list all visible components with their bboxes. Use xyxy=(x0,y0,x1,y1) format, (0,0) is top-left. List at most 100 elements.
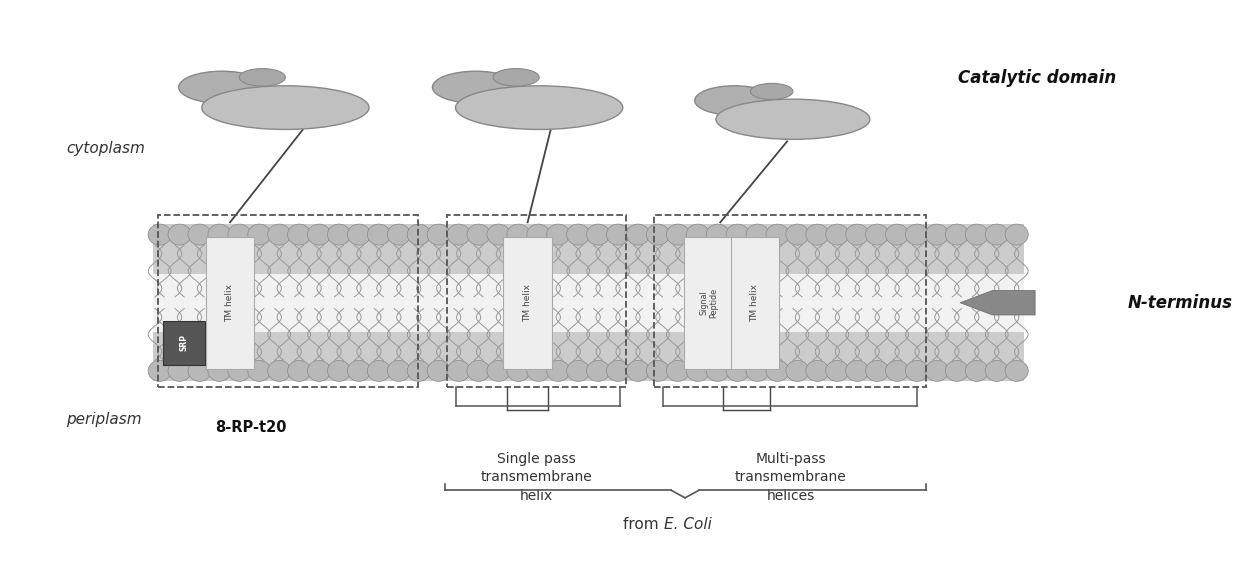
Ellipse shape xyxy=(547,224,570,245)
Ellipse shape xyxy=(945,360,968,382)
Ellipse shape xyxy=(1006,224,1028,245)
FancyBboxPatch shape xyxy=(164,321,205,365)
Ellipse shape xyxy=(945,224,968,245)
Ellipse shape xyxy=(567,224,590,245)
Ellipse shape xyxy=(626,224,650,245)
Ellipse shape xyxy=(846,360,869,382)
Ellipse shape xyxy=(467,360,490,382)
Ellipse shape xyxy=(188,224,211,245)
Ellipse shape xyxy=(547,360,570,382)
Ellipse shape xyxy=(448,224,470,245)
Ellipse shape xyxy=(986,360,1008,382)
Text: TM helix: TM helix xyxy=(750,284,759,322)
Ellipse shape xyxy=(487,360,510,382)
Ellipse shape xyxy=(646,360,670,382)
Ellipse shape xyxy=(387,224,410,245)
Ellipse shape xyxy=(347,224,371,245)
Ellipse shape xyxy=(148,360,171,382)
Ellipse shape xyxy=(666,360,689,382)
Ellipse shape xyxy=(694,86,774,115)
Ellipse shape xyxy=(715,99,869,139)
Ellipse shape xyxy=(606,360,630,382)
Bar xyxy=(655,215,925,387)
Text: TM helix: TM helix xyxy=(523,284,532,322)
Ellipse shape xyxy=(587,224,610,245)
Ellipse shape xyxy=(806,360,828,382)
Ellipse shape xyxy=(433,71,520,103)
FancyBboxPatch shape xyxy=(730,237,779,369)
Text: SRP: SRP xyxy=(180,334,188,351)
FancyBboxPatch shape xyxy=(684,237,733,369)
Ellipse shape xyxy=(905,224,929,245)
Ellipse shape xyxy=(766,224,789,245)
Ellipse shape xyxy=(826,360,849,382)
Ellipse shape xyxy=(686,224,709,245)
Ellipse shape xyxy=(268,224,290,245)
Ellipse shape xyxy=(666,224,689,245)
Ellipse shape xyxy=(228,360,250,382)
Ellipse shape xyxy=(786,224,808,245)
Ellipse shape xyxy=(487,224,510,245)
Ellipse shape xyxy=(507,224,529,245)
FancyArrow shape xyxy=(960,290,1035,315)
Ellipse shape xyxy=(587,360,610,382)
Ellipse shape xyxy=(367,224,391,245)
Ellipse shape xyxy=(826,224,849,245)
Ellipse shape xyxy=(706,224,729,245)
Ellipse shape xyxy=(727,360,749,382)
Ellipse shape xyxy=(169,224,191,245)
Ellipse shape xyxy=(327,360,351,382)
Ellipse shape xyxy=(925,360,949,382)
Ellipse shape xyxy=(507,360,529,382)
Text: Signal
Peptide: Signal Peptide xyxy=(699,288,718,318)
Ellipse shape xyxy=(866,360,889,382)
Ellipse shape xyxy=(766,360,789,382)
Ellipse shape xyxy=(288,224,311,245)
Text: cytoplasm: cytoplasm xyxy=(66,141,145,156)
Ellipse shape xyxy=(148,224,171,245)
Text: N-terminus: N-terminus xyxy=(1127,294,1233,312)
Ellipse shape xyxy=(786,360,808,382)
Ellipse shape xyxy=(965,224,988,245)
Ellipse shape xyxy=(606,224,630,245)
Ellipse shape xyxy=(494,69,539,86)
Ellipse shape xyxy=(455,86,622,129)
Ellipse shape xyxy=(228,224,250,245)
Ellipse shape xyxy=(169,360,191,382)
Ellipse shape xyxy=(248,360,270,382)
Ellipse shape xyxy=(925,224,949,245)
Bar xyxy=(153,273,1023,332)
Ellipse shape xyxy=(626,360,650,382)
Ellipse shape xyxy=(448,360,470,382)
Ellipse shape xyxy=(248,224,270,245)
Ellipse shape xyxy=(686,360,709,382)
Ellipse shape xyxy=(467,224,490,245)
Bar xyxy=(159,215,418,387)
Ellipse shape xyxy=(308,224,331,245)
Ellipse shape xyxy=(367,360,391,382)
Text: TM helix: TM helix xyxy=(226,284,234,322)
Text: E. Coli: E. Coli xyxy=(663,517,712,532)
Ellipse shape xyxy=(208,360,231,382)
Ellipse shape xyxy=(746,360,769,382)
Ellipse shape xyxy=(427,360,450,382)
Ellipse shape xyxy=(750,83,792,99)
Ellipse shape xyxy=(706,360,729,382)
Bar xyxy=(446,215,626,387)
Ellipse shape xyxy=(905,360,929,382)
Ellipse shape xyxy=(846,224,869,245)
Text: periplasm: periplasm xyxy=(66,412,141,427)
FancyBboxPatch shape xyxy=(503,237,552,369)
Ellipse shape xyxy=(347,360,371,382)
Ellipse shape xyxy=(179,71,265,103)
FancyBboxPatch shape xyxy=(206,237,254,369)
Ellipse shape xyxy=(387,360,410,382)
Ellipse shape xyxy=(527,224,549,245)
Ellipse shape xyxy=(1006,360,1028,382)
Text: from: from xyxy=(624,517,663,532)
Ellipse shape xyxy=(202,86,370,129)
Ellipse shape xyxy=(188,360,211,382)
Ellipse shape xyxy=(746,224,769,245)
Ellipse shape xyxy=(239,69,285,86)
Ellipse shape xyxy=(646,224,670,245)
